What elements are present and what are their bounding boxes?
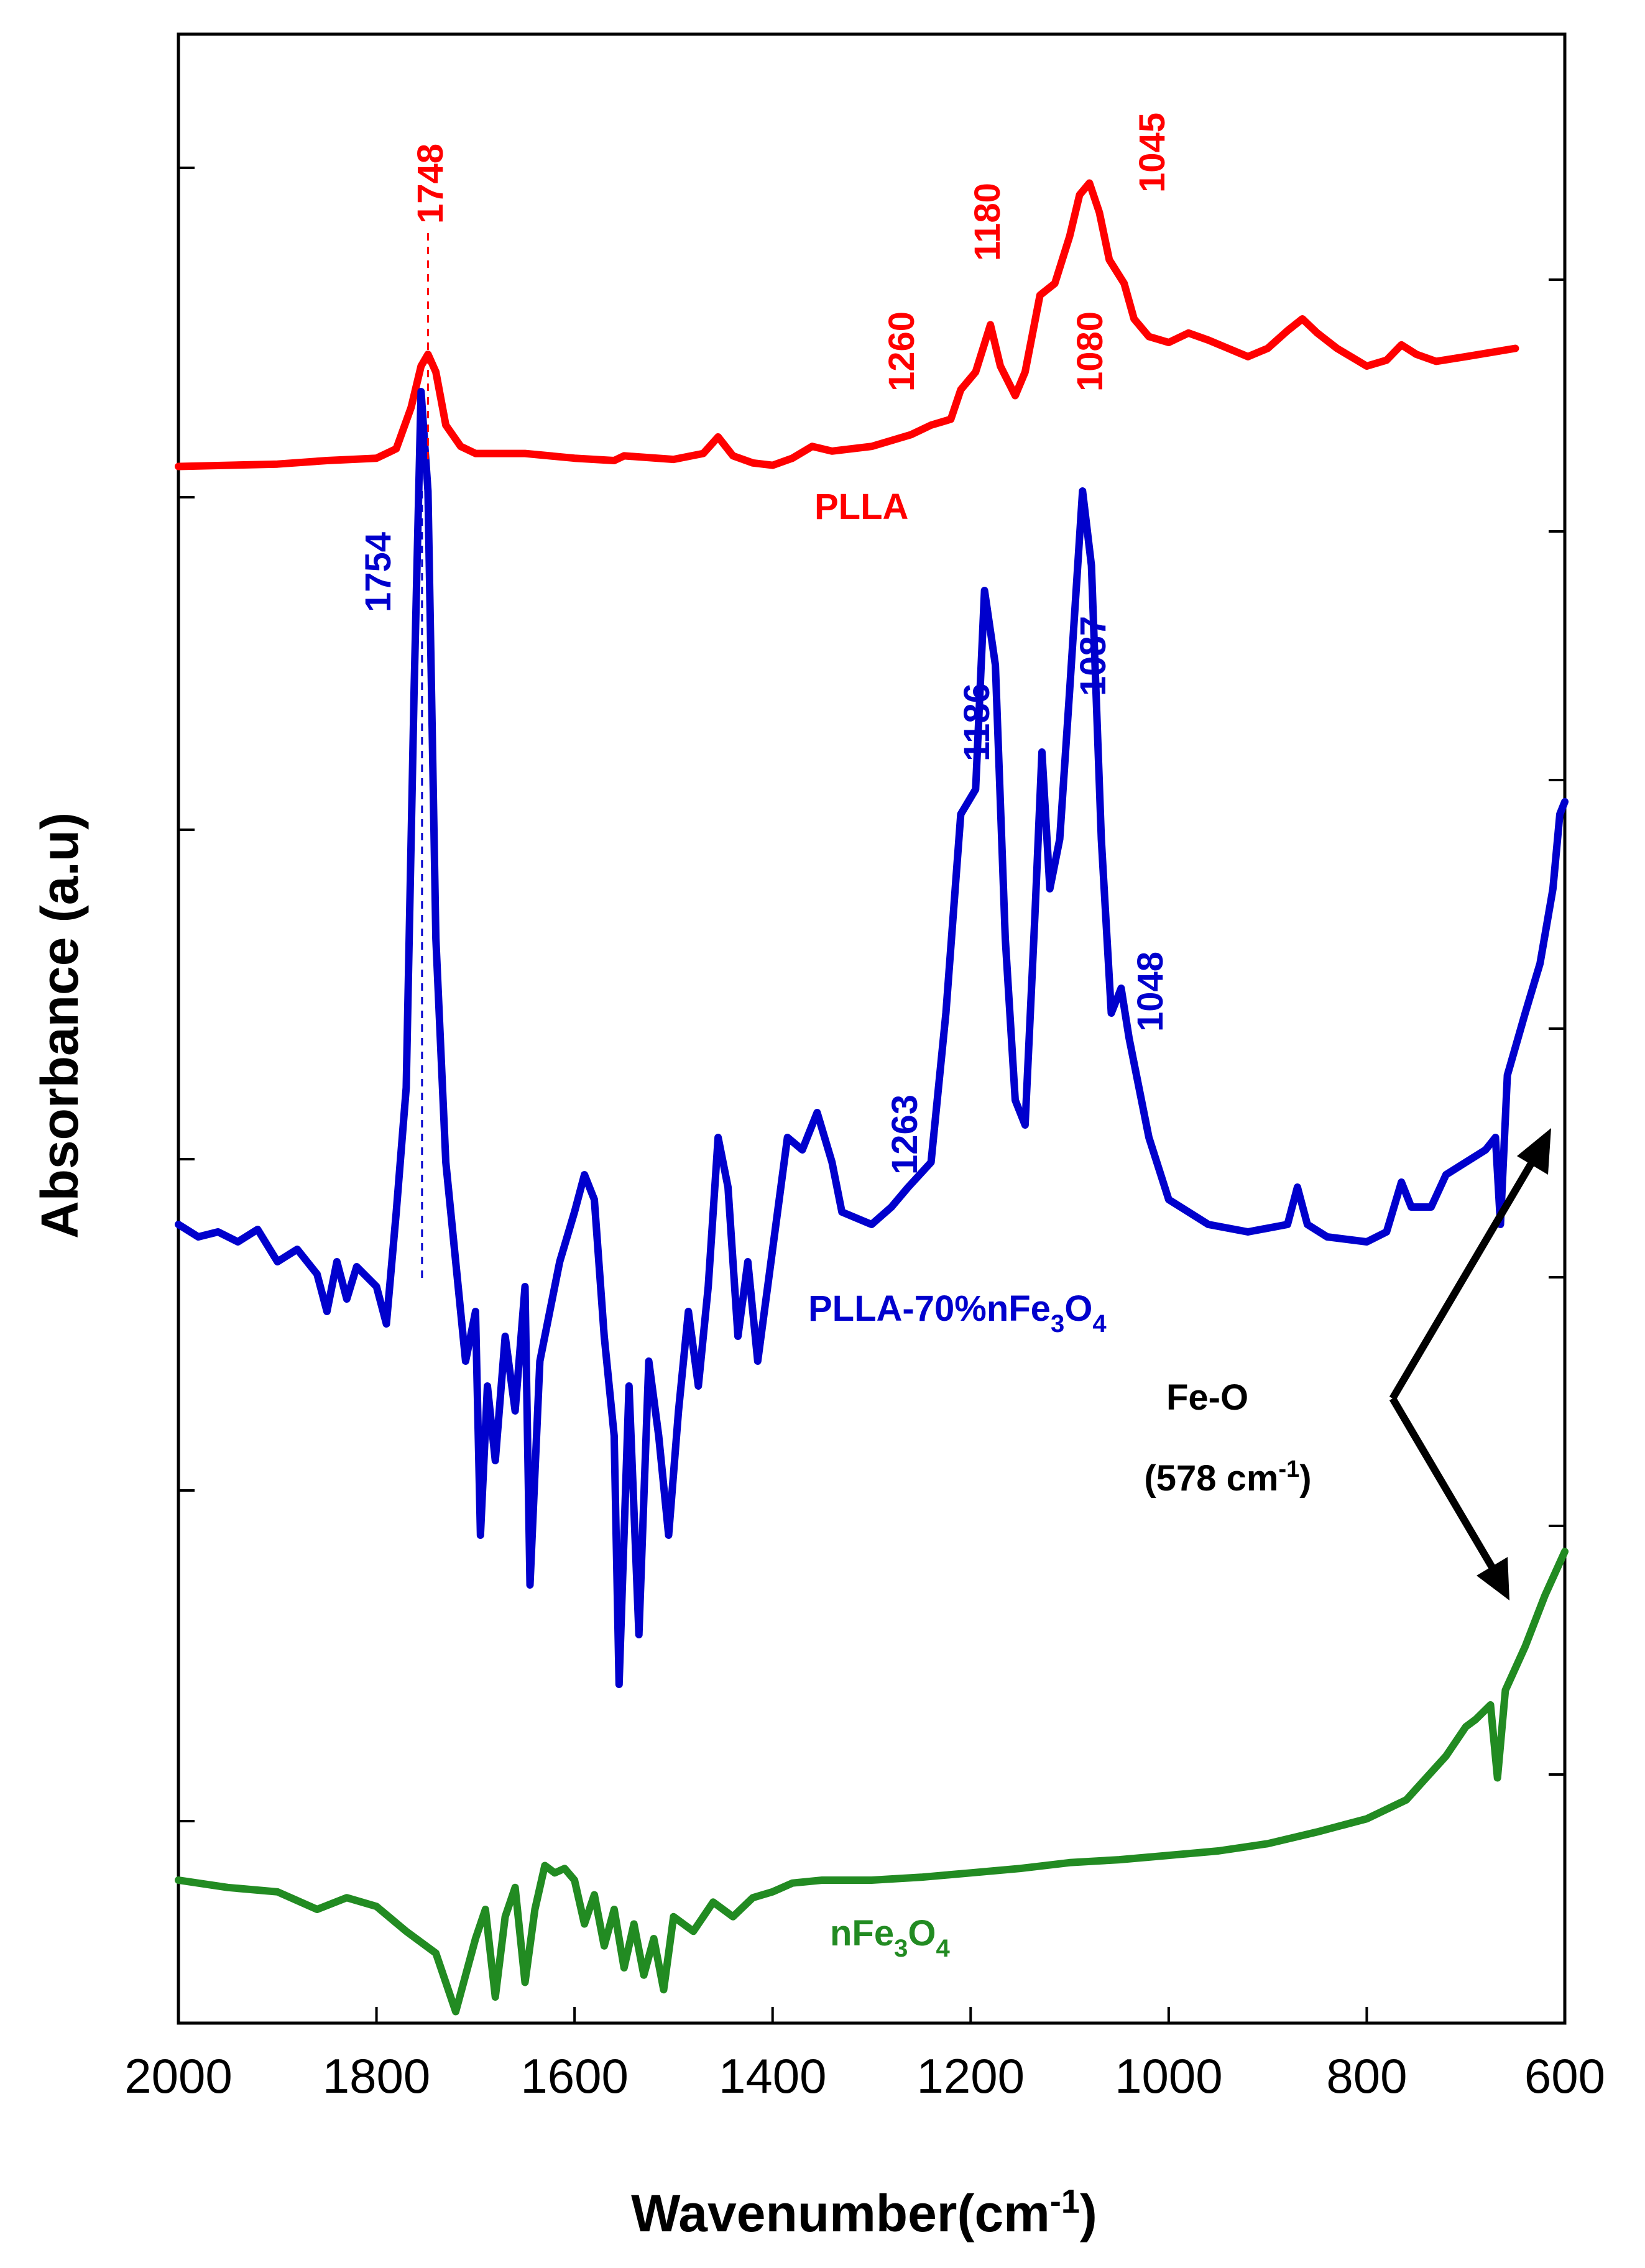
peak-label-1263: 1263 <box>885 1095 925 1175</box>
y-axis-title: Absorbance (a.u) <box>30 812 89 1239</box>
y-ticks-right <box>1549 278 1565 1776</box>
y-ticks-left <box>178 167 195 1822</box>
series-line-plla <box>175 179 1519 471</box>
x-axis-title-close: ) <box>1080 2184 1097 2243</box>
peak-label-1087: 1087 <box>1073 616 1113 696</box>
fe-o-arrow-lower <box>1389 1396 1499 1575</box>
x-tick-label: 800 <box>1326 2049 1407 2103</box>
x-tick-label: 600 <box>1524 2049 1605 2103</box>
fe-o-label: Fe-O <box>1166 1377 1248 1418</box>
peak-label-1080: 1080 <box>1070 311 1110 392</box>
peak-label-1048: 1048 <box>1130 952 1171 1032</box>
series-line-nfe3o4 <box>175 1548 1569 2016</box>
x-axis-title: Wavenumber(cm-1) <box>631 2183 1097 2243</box>
x-tick-label: 1200 <box>917 2049 1025 2103</box>
fe-o-arrow-upper <box>1389 1154 1539 1401</box>
x-ticks <box>177 2007 1566 2023</box>
x-tick-label: 1400 <box>719 2049 827 2103</box>
series-label-nfe3o4: nFe3O4 <box>830 1913 951 1962</box>
x-tick-label: 2000 <box>124 2049 233 2103</box>
peak-label-1754: 1754 <box>358 532 399 612</box>
x-tick-label: 1000 <box>1115 2049 1223 2103</box>
x-tick-label: 1600 <box>520 2049 629 2103</box>
peak-label-1186: 1186 <box>957 683 997 761</box>
peak-label-1748: 1748 <box>410 144 451 224</box>
series-label-plla: PLLA <box>814 487 908 527</box>
series-label-plla-70-nfe3o4: PLLA-70%nFe3O4 <box>808 1288 1107 1338</box>
series-line-plla-70-nfe3o4 <box>175 388 1569 1688</box>
x-tick-label: 1800 <box>323 2049 431 2103</box>
peak-label-1180: 1180 <box>967 183 1008 261</box>
peak-label-1045: 1045 <box>1132 112 1173 193</box>
fe-o-arrowhead-upper <box>1517 1128 1551 1175</box>
fe-o-arrows <box>1389 1128 1551 1600</box>
fe-o-arrowhead-lower <box>1477 1557 1509 1600</box>
x-tick-labels: 2000 1800 1600 1400 1200 1000 800 600 <box>124 2049 1605 2103</box>
plot-frame <box>177 32 1567 2025</box>
peak-label-1260: 1260 <box>882 311 922 392</box>
x-axis-title-sup: -1 <box>1050 2183 1080 2220</box>
fe-o-wavenumber: (578 cm-1) <box>1144 1456 1311 1499</box>
